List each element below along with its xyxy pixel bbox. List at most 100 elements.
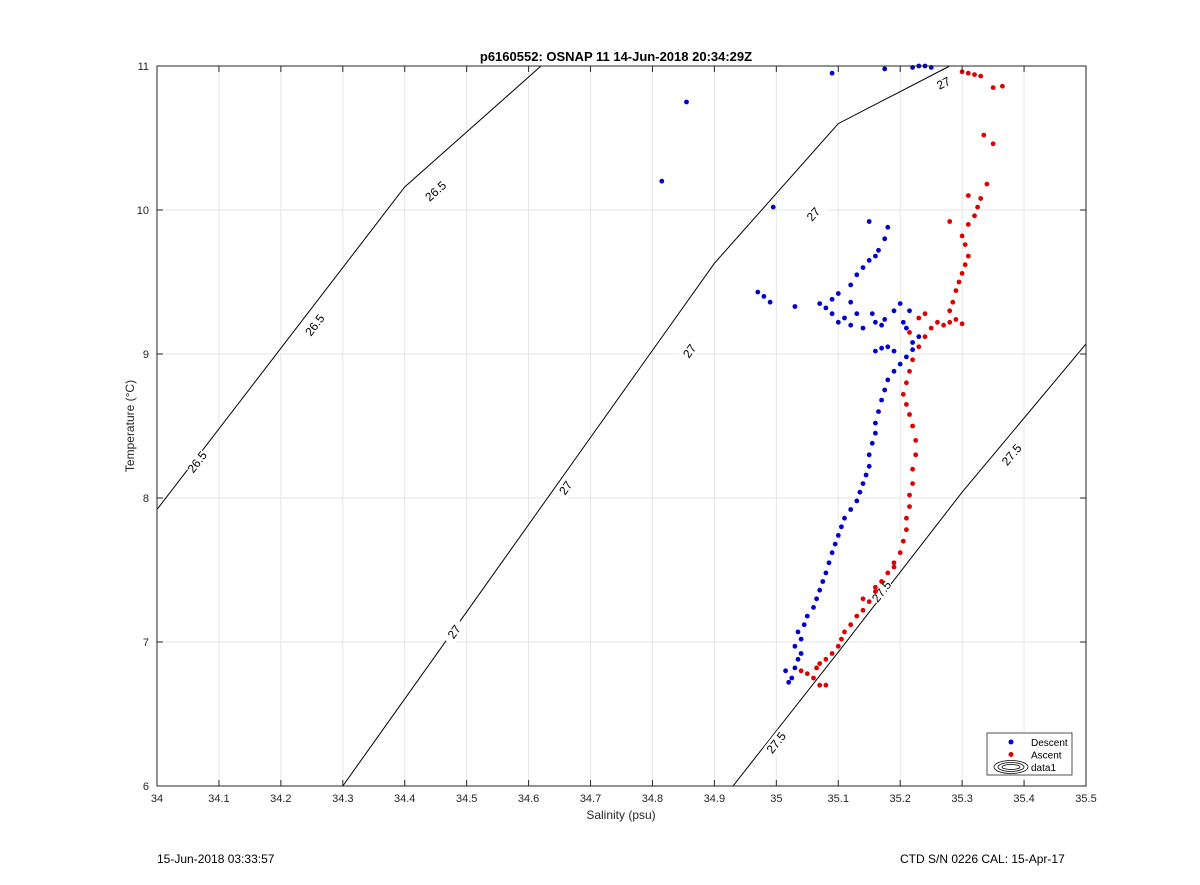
data-point	[795, 629, 801, 635]
x-tick-label: 34.9	[704, 793, 725, 805]
data-point	[848, 622, 854, 628]
data-point	[820, 579, 826, 584]
data-point	[959, 321, 965, 327]
data-point	[879, 579, 884, 584]
data-point	[755, 289, 761, 295]
data-point	[990, 141, 996, 147]
legend-box	[986, 732, 1073, 776]
data-point	[854, 311, 860, 317]
data-point	[863, 472, 869, 478]
contour-label-bg	[998, 441, 1025, 469]
data-point	[848, 299, 854, 305]
contour-label-bg	[302, 311, 328, 339]
y-tick-label: 8	[143, 493, 149, 505]
data-point	[897, 361, 903, 367]
data-point	[916, 344, 922, 350]
data-point	[854, 613, 860, 619]
data-point	[814, 596, 819, 602]
data-point	[761, 294, 767, 299]
data-point	[659, 178, 665, 184]
data-point	[962, 262, 968, 268]
data-point	[869, 440, 875, 446]
data-point	[842, 629, 847, 635]
data-point	[953, 317, 959, 322]
data-point	[904, 515, 909, 521]
data-point	[965, 253, 971, 259]
data-point	[910, 357, 915, 363]
data-point	[829, 651, 835, 656]
data-point	[891, 368, 897, 374]
data-point	[891, 560, 897, 566]
data-point	[928, 325, 934, 331]
data-point	[817, 682, 823, 688]
data-point	[984, 181, 990, 187]
data-point	[891, 308, 897, 314]
y-tick-label: 11	[138, 61, 149, 73]
x-tick-label: 34.8	[642, 793, 663, 805]
data-point	[792, 643, 798, 649]
data-point	[866, 599, 872, 605]
y-tick-label: 9	[143, 349, 149, 361]
data-point	[832, 541, 838, 547]
data-point	[907, 412, 912, 417]
data-series	[659, 63, 1005, 688]
data-point	[842, 515, 847, 521]
data-point	[885, 344, 891, 350]
data-point	[904, 527, 909, 533]
data-point	[978, 73, 984, 79]
x-tick-label: 34.3	[332, 793, 353, 805]
axes	[156, 65, 1087, 787]
axes-box	[156, 65, 1087, 787]
data-point	[811, 605, 816, 610]
data-point	[891, 564, 897, 570]
data-point	[873, 420, 878, 426]
data-point	[798, 651, 804, 656]
data-point	[965, 193, 971, 199]
data-point	[829, 550, 835, 556]
data-point	[900, 538, 906, 544]
data-point	[935, 319, 940, 325]
data-point	[990, 85, 996, 90]
x-tick-label: 35.3	[951, 793, 972, 805]
data-point	[823, 656, 829, 662]
data-point	[910, 481, 915, 486]
contour-line-27	[342, 65, 950, 787]
contour-label-bg	[553, 474, 579, 502]
contour-label-bg	[676, 337, 703, 365]
data-point	[879, 322, 884, 328]
data-point	[842, 315, 847, 321]
data-point	[907, 330, 912, 335]
data-point	[873, 348, 878, 354]
data-point	[811, 675, 816, 681]
data-point	[965, 70, 971, 76]
data-point	[848, 282, 854, 288]
contour-label-bg	[441, 618, 467, 646]
data-point	[817, 661, 823, 666]
data-point	[962, 242, 968, 248]
contour-label: 27	[934, 74, 953, 93]
data-point	[829, 70, 835, 76]
data-point	[798, 636, 804, 642]
data-point	[839, 524, 844, 530]
data-point	[873, 584, 878, 590]
data-point	[866, 452, 872, 458]
data-point	[891, 348, 897, 354]
data-point	[857, 489, 863, 495]
series-ascent	[798, 69, 1005, 688]
contour-label-bg	[763, 729, 790, 757]
contour-label-bg	[422, 178, 450, 205]
data-point	[848, 507, 854, 512]
x-tick-label: 35.2	[889, 793, 910, 805]
data-point	[839, 636, 844, 642]
data-point	[922, 334, 928, 340]
data-point	[907, 504, 912, 509]
data-point	[910, 466, 915, 472]
data-point	[941, 322, 946, 328]
legend-contour-icon	[997, 762, 1025, 772]
data-point	[823, 682, 829, 688]
data-point	[882, 387, 888, 393]
data-point	[907, 308, 912, 314]
data-point	[910, 423, 915, 429]
chart-title: p6160552: OSNAP 11 14-Jun-2018 20:34:29Z	[480, 49, 752, 64]
